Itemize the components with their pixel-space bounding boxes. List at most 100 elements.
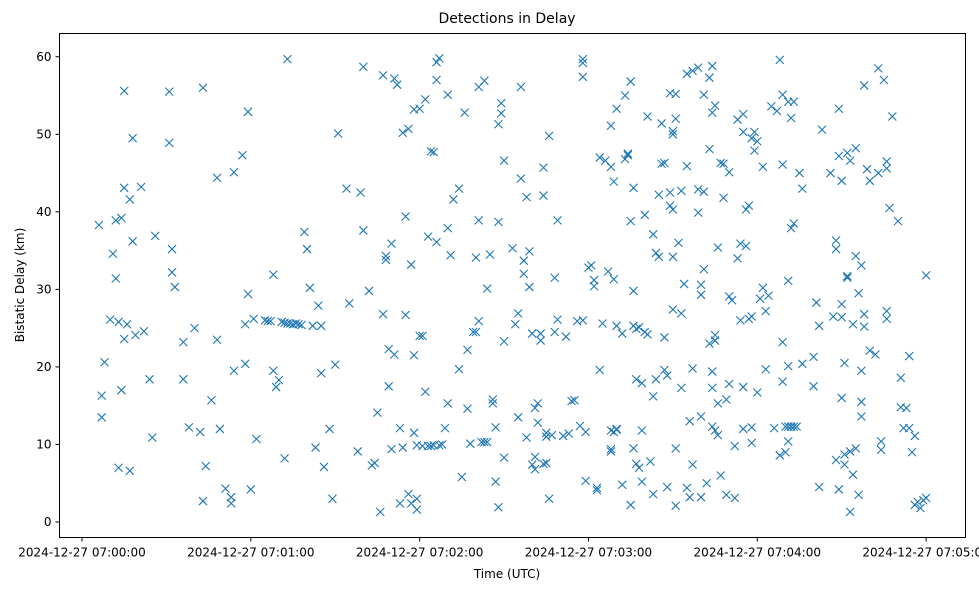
data-point bbox=[499, 156, 509, 166]
data-point bbox=[913, 497, 923, 507]
data-point bbox=[634, 322, 644, 332]
x-tick-label: 2024-12-27 07:00:00 bbox=[18, 546, 145, 560]
data-point bbox=[558, 431, 568, 441]
data-point bbox=[887, 112, 897, 121]
data-point bbox=[415, 104, 425, 114]
y-axis-label: Bistatic Delay (km) bbox=[13, 228, 27, 343]
data-point bbox=[612, 104, 621, 114]
data-point bbox=[834, 151, 844, 161]
data-point bbox=[524, 246, 534, 256]
data-point bbox=[795, 168, 804, 178]
data-point bbox=[750, 127, 759, 137]
data-point bbox=[665, 201, 675, 211]
data-point bbox=[674, 238, 683, 248]
data-point bbox=[311, 443, 320, 452]
data-point bbox=[626, 77, 636, 86]
y-tick-label: 50 bbox=[36, 127, 51, 141]
data-point bbox=[412, 494, 422, 504]
data-point bbox=[668, 205, 678, 214]
data-point bbox=[831, 236, 841, 245]
data-point bbox=[907, 447, 917, 457]
data-point bbox=[471, 253, 481, 262]
data-point bbox=[699, 264, 709, 274]
data-point bbox=[522, 433, 531, 442]
data-point bbox=[294, 319, 304, 329]
data-point bbox=[724, 291, 734, 301]
data-point bbox=[522, 192, 531, 202]
data-point bbox=[789, 97, 799, 107]
data-point bbox=[319, 462, 329, 472]
data-point bbox=[845, 507, 855, 517]
data-point bbox=[660, 333, 669, 342]
data-point bbox=[527, 329, 537, 338]
data-point bbox=[921, 271, 931, 280]
data-point bbox=[626, 216, 636, 226]
data-point bbox=[378, 70, 388, 80]
data-point bbox=[463, 404, 472, 414]
data-point bbox=[586, 260, 596, 270]
data-point bbox=[764, 291, 773, 300]
data-point bbox=[491, 477, 501, 487]
data-point bbox=[122, 319, 132, 329]
data-point bbox=[797, 184, 807, 193]
data-point bbox=[316, 321, 326, 331]
data-point bbox=[651, 374, 661, 384]
data-point bbox=[859, 322, 869, 331]
y-tick-label: 40 bbox=[36, 205, 51, 219]
data-point bbox=[479, 437, 489, 447]
y-tick-label: 20 bbox=[36, 360, 51, 374]
data-point bbox=[437, 440, 447, 449]
data-point bbox=[693, 184, 703, 194]
data-point bbox=[404, 124, 413, 134]
data-point bbox=[263, 316, 273, 326]
data-point bbox=[679, 279, 689, 289]
data-point bbox=[114, 463, 123, 473]
data-point bbox=[401, 310, 410, 320]
data-point bbox=[707, 383, 717, 393]
data-point bbox=[246, 485, 256, 494]
x-tick-label: 2024-12-27 07:05:00 bbox=[862, 546, 979, 560]
data-point bbox=[105, 315, 115, 325]
data-point bbox=[432, 237, 441, 247]
data-point bbox=[243, 107, 253, 117]
data-point bbox=[550, 327, 560, 337]
data-point bbox=[885, 203, 894, 213]
data-point bbox=[747, 438, 757, 448]
data-point bbox=[316, 368, 326, 378]
data-point bbox=[443, 90, 453, 100]
data-point bbox=[364, 286, 374, 296]
data-point bbox=[814, 482, 824, 492]
data-point bbox=[840, 450, 849, 459]
data-point bbox=[474, 215, 484, 225]
data-point bbox=[668, 126, 678, 136]
data-point bbox=[851, 251, 861, 261]
data-point bbox=[648, 229, 658, 239]
data-point bbox=[544, 131, 554, 141]
data-point bbox=[471, 327, 481, 337]
data-point bbox=[268, 270, 278, 280]
data-point bbox=[373, 408, 382, 418]
data-point bbox=[676, 383, 686, 393]
data-point bbox=[738, 382, 748, 392]
data-point bbox=[454, 364, 464, 374]
data-point bbox=[499, 453, 509, 463]
data-point bbox=[443, 223, 453, 233]
data-point bbox=[356, 188, 365, 197]
data-point bbox=[783, 436, 793, 446]
data-point bbox=[496, 108, 506, 118]
data-point bbox=[581, 427, 591, 437]
data-point bbox=[201, 461, 211, 471]
data-point bbox=[617, 480, 627, 490]
data-point bbox=[353, 447, 363, 456]
data-point bbox=[139, 326, 149, 336]
data-point bbox=[733, 253, 742, 263]
data-point bbox=[536, 329, 546, 338]
data-point bbox=[643, 112, 652, 121]
data-point bbox=[688, 66, 697, 76]
data-point bbox=[412, 505, 422, 514]
data-point bbox=[643, 329, 652, 339]
x-tick-label: 2024-12-27 07:02:00 bbox=[356, 546, 483, 560]
data-point bbox=[854, 288, 863, 298]
data-point bbox=[682, 69, 692, 79]
